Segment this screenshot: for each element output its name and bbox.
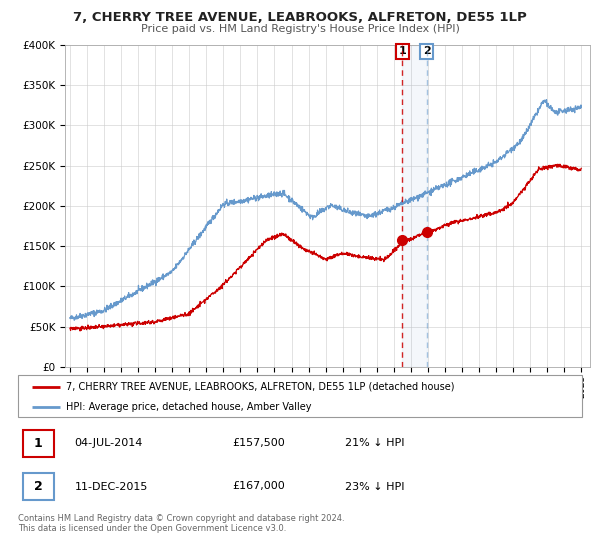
- FancyBboxPatch shape: [18, 375, 582, 417]
- FancyBboxPatch shape: [23, 473, 53, 500]
- Text: 21% ↓ HPI: 21% ↓ HPI: [345, 438, 404, 449]
- Text: 2: 2: [422, 46, 430, 57]
- Text: £167,000: £167,000: [232, 482, 285, 492]
- Text: Price paid vs. HM Land Registry's House Price Index (HPI): Price paid vs. HM Land Registry's House …: [140, 24, 460, 34]
- Text: 11-DEC-2015: 11-DEC-2015: [74, 482, 148, 492]
- Text: 7, CHERRY TREE AVENUE, LEABROOKS, ALFRETON, DE55 1LP (detached house): 7, CHERRY TREE AVENUE, LEABROOKS, ALFRET…: [66, 382, 454, 392]
- Bar: [402, 45, 427, 367]
- Text: 1: 1: [34, 437, 43, 450]
- Text: 1: 1: [398, 46, 406, 57]
- Text: 23% ↓ HPI: 23% ↓ HPI: [345, 482, 404, 492]
- Text: Contains HM Land Registry data © Crown copyright and database right 2024.
This d: Contains HM Land Registry data © Crown c…: [18, 514, 344, 534]
- Text: £157,500: £157,500: [232, 438, 285, 449]
- FancyBboxPatch shape: [23, 430, 53, 457]
- Text: 7, CHERRY TREE AVENUE, LEABROOKS, ALFRETON, DE55 1LP: 7, CHERRY TREE AVENUE, LEABROOKS, ALFRET…: [73, 11, 527, 24]
- Text: HPI: Average price, detached house, Amber Valley: HPI: Average price, detached house, Ambe…: [66, 402, 311, 412]
- Text: 2: 2: [34, 480, 43, 493]
- Text: 04-JUL-2014: 04-JUL-2014: [74, 438, 143, 449]
